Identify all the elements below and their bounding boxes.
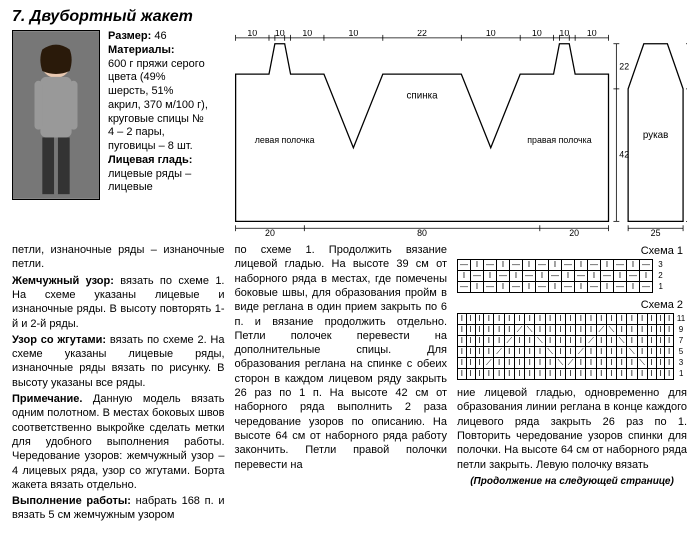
schema2-label: Схема 2 <box>461 299 683 311</box>
materials-block: Размер: 46 Материалы: 600 г пряжи серого… <box>108 30 208 239</box>
svg-text:10: 10 <box>559 30 569 38</box>
svg-text:80: 80 <box>417 228 427 236</box>
text-column-2: по схеме 1. Продолжить вязание лицевой г… <box>235 243 448 525</box>
svg-text:рукав: рукав <box>643 130 668 141</box>
text-column-1: петли, изнаночные ряды – изнаночные петл… <box>12 243 225 525</box>
svg-text:10: 10 <box>348 30 358 38</box>
svg-text:правая полочка: правая полочка <box>527 135 591 145</box>
schema-2: IIIIIIIIIIIIIIIIIIIIII11IIIIII⟋⟍IIIIII⟋⟍… <box>457 313 687 380</box>
svg-text:10: 10 <box>486 30 496 38</box>
model-photo <box>12 30 100 200</box>
schema1-label: Схема 1 <box>461 245 683 257</box>
schema-1: —I—I—I—I—I—I—I—3I—I—I—I—I—I—I—I2—I—I—I—I… <box>457 259 687 293</box>
article-title: 7. Двубортный жакет <box>12 8 687 26</box>
continuation-note: (Продолжение на следующей странице) <box>457 476 687 487</box>
svg-text:10: 10 <box>532 30 542 38</box>
svg-text:10: 10 <box>275 30 285 38</box>
right-column: Схема 1 —I—I—I—I—I—I—I—3I—I—I—I—I—I—I—I2… <box>457 243 687 525</box>
pattern-diagram: 10 10 10 10 22 10 10 10 10 спинка левая … <box>216 30 687 239</box>
svg-text:20: 20 <box>265 228 275 236</box>
svg-text:10: 10 <box>587 30 597 38</box>
svg-text:10: 10 <box>247 30 257 38</box>
svg-text:22: 22 <box>417 30 427 38</box>
svg-text:левая полочка: левая полочка <box>255 135 315 145</box>
svg-text:42: 42 <box>619 150 629 160</box>
svg-text:22: 22 <box>619 61 629 71</box>
svg-text:25: 25 <box>651 228 661 236</box>
svg-text:спинка: спинка <box>407 91 439 102</box>
svg-text:10: 10 <box>302 30 312 38</box>
svg-text:20: 20 <box>569 228 579 236</box>
